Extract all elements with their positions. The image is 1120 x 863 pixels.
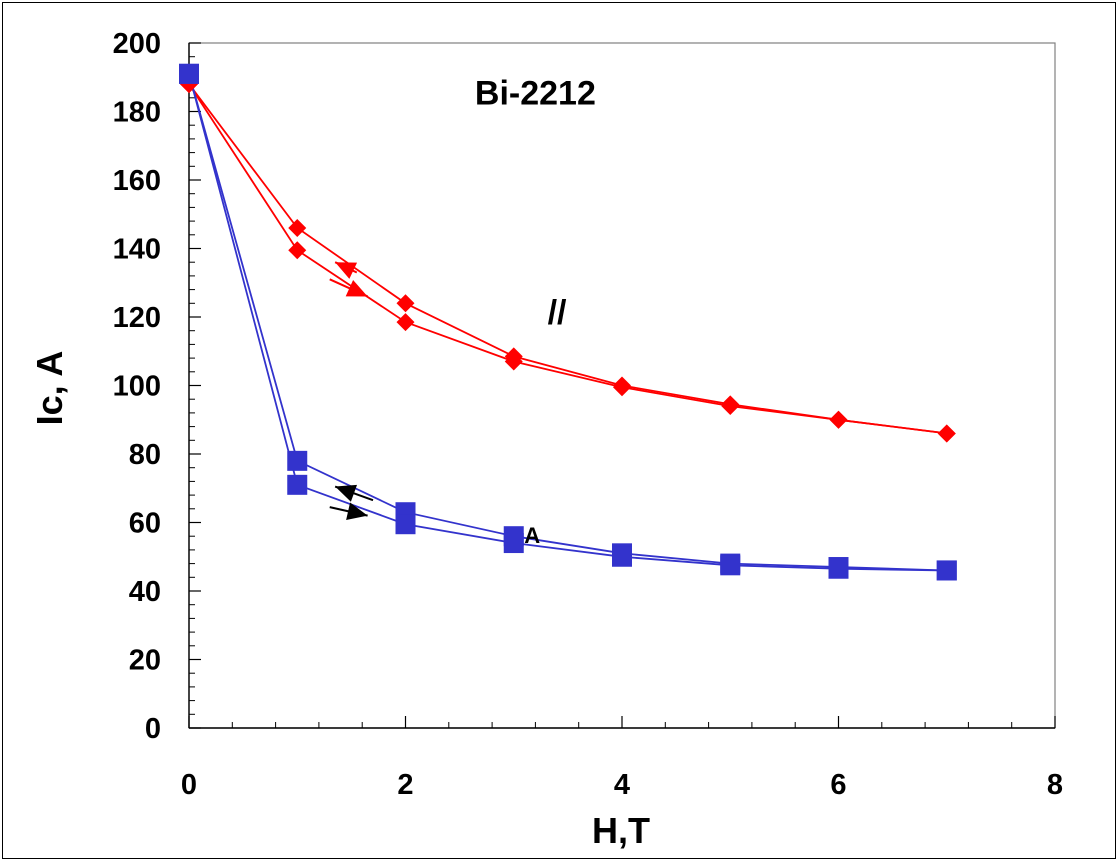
data-point <box>829 410 848 429</box>
annotation-1: Bi-2212 <box>475 75 596 113</box>
y-tick-label: 20 <box>129 645 161 677</box>
data-point <box>395 514 416 535</box>
data-point <box>179 63 199 84</box>
data-point <box>503 533 524 554</box>
data-point <box>396 313 415 332</box>
data-point <box>936 560 957 581</box>
y-tick-label: 80 <box>129 439 161 471</box>
series-line-4 <box>188 73 947 572</box>
data-point <box>613 378 631 397</box>
x-tick-label: 4 <box>614 769 630 801</box>
series-line-3 <box>188 73 947 572</box>
data-point <box>288 218 307 237</box>
y-tick-label: 100 <box>113 371 161 403</box>
series-layer <box>188 73 947 572</box>
marker-layer <box>179 63 957 581</box>
text-layer: H,T Ic, A 0 2 4 6 80204060801001201401601802… <box>29 28 1063 851</box>
direction-arrow-head <box>335 262 358 279</box>
data-point <box>287 474 308 495</box>
arrow-layer <box>329 261 374 521</box>
data-point <box>612 546 632 567</box>
y-tick-label: 160 <box>113 165 161 197</box>
y-tick-label: 180 <box>113 97 161 129</box>
annotation-3: A <box>524 523 540 548</box>
annotation-2: // <box>548 294 567 332</box>
y-tick-label: 40 <box>129 576 161 608</box>
x-axis-title: H,T <box>592 810 650 851</box>
data-point <box>721 397 740 416</box>
data-point <box>828 558 849 579</box>
data-point <box>937 424 956 443</box>
data-point <box>720 555 741 576</box>
y-tick-label: 120 <box>113 302 161 334</box>
x-tick-label: 6 <box>830 769 846 801</box>
x-tick-label: 0 <box>181 769 197 801</box>
y-tick-label: 60 <box>129 508 161 540</box>
x-tick-label: 2 <box>397 769 413 801</box>
direction-arrow-head <box>345 280 368 297</box>
x-tick-label: 8 <box>1047 769 1063 801</box>
y-tick-label: 200 <box>113 28 161 60</box>
y-tick-label: 0 <box>145 713 161 745</box>
series-line-1 <box>188 83 947 435</box>
data-point <box>287 450 308 471</box>
series-line-2 <box>188 83 947 435</box>
data-point <box>504 352 523 371</box>
y-tick-label: 140 <box>113 234 161 266</box>
data-point <box>288 241 307 260</box>
y-axis-title: Ic, A <box>29 351 70 426</box>
direction-arrow-head <box>335 484 358 502</box>
data-point <box>396 294 415 313</box>
direction-arrow-head <box>346 502 368 521</box>
axes <box>188 42 1056 729</box>
